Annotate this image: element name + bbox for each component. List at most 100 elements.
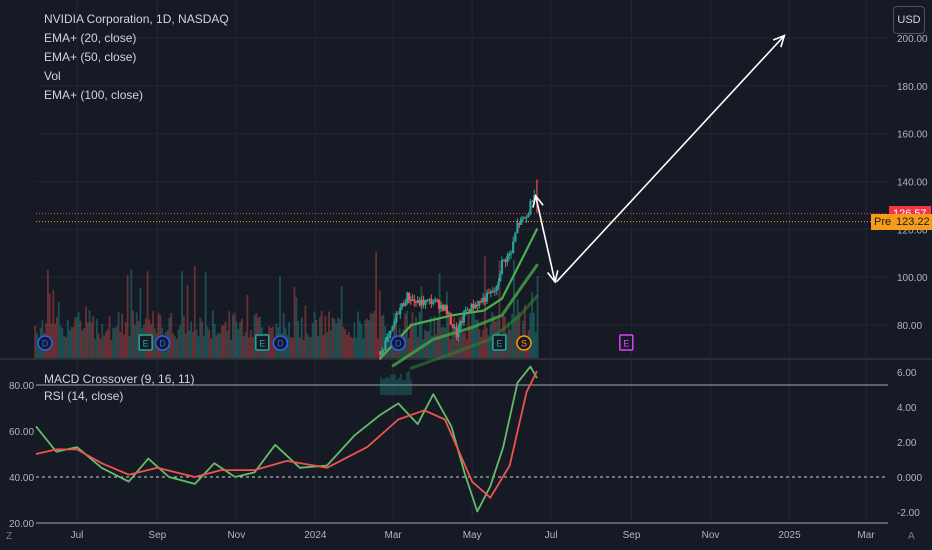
candle-body <box>391 326 394 331</box>
indicator-volume[interactable]: Vol <box>44 69 61 83</box>
macd-histogram-bar <box>384 378 386 395</box>
chart-title[interactable]: NVIDIA Corporation, 1D, NASDAQ <box>44 12 229 26</box>
volume-bar <box>114 327 116 358</box>
price-axis-tick: 200.00 <box>897 34 928 45</box>
candle-body <box>453 327 456 329</box>
volume-bar <box>445 291 448 358</box>
pre-market-label: Pre <box>871 213 895 230</box>
candle-body <box>407 292 411 300</box>
macd-histogram-bar <box>396 379 398 395</box>
volume-bar <box>208 329 211 358</box>
volume-bar <box>221 325 223 358</box>
volume-bar <box>193 266 196 358</box>
volume-bar <box>250 330 252 358</box>
volume-bar <box>248 337 251 358</box>
candle-body <box>508 253 511 256</box>
volume-bar <box>469 325 472 358</box>
volume-bar <box>85 306 87 358</box>
volume-bar <box>440 327 443 358</box>
volume-bar <box>333 318 336 358</box>
indicator-rsi[interactable]: RSI (14, close) <box>44 389 124 403</box>
volume-bar <box>112 327 115 358</box>
volume-bar <box>206 326 209 358</box>
time-axis-tick: Nov <box>227 530 245 541</box>
volume-bar <box>386 337 388 358</box>
volume-bar <box>184 333 187 358</box>
volume-bar <box>65 337 67 358</box>
volume-bar <box>317 336 319 358</box>
volume-bar <box>81 330 84 358</box>
volume-bar <box>244 332 247 358</box>
volume-bar <box>134 325 136 358</box>
candle-body <box>438 300 441 309</box>
currency-button[interactable]: USD <box>893 6 925 34</box>
volume-bar <box>79 320 82 358</box>
volume-bar <box>115 326 118 358</box>
volume-bar <box>387 335 390 358</box>
volume-bar <box>219 333 222 358</box>
candle-body <box>500 260 504 275</box>
volume-bar <box>340 286 343 358</box>
volume-bar <box>231 314 234 358</box>
volume-bar <box>473 312 475 358</box>
candle-body <box>525 216 528 219</box>
volume-bar <box>36 332 38 358</box>
volume-bar <box>346 335 349 358</box>
candle-body <box>459 321 462 328</box>
volume-bar <box>491 311 494 358</box>
candle-body <box>409 299 412 301</box>
volume-bar <box>300 317 303 358</box>
volume-bar <box>462 332 465 358</box>
volume-bar <box>382 314 385 358</box>
ema-line-2 <box>391 263 539 368</box>
volume-bar <box>130 269 133 358</box>
volume-bar <box>101 323 104 358</box>
indicator-ema-50[interactable]: EMA+ (50, close) <box>44 50 137 64</box>
volume-bar <box>77 312 80 358</box>
candle-body <box>476 304 479 307</box>
indicator-macd[interactable]: MACD Crossover (9, 16, 11) <box>44 372 195 386</box>
time-axis-tick: Jul <box>71 530 84 541</box>
volume-bar <box>366 318 368 358</box>
macd-axis-tick: 2.00 <box>897 438 917 449</box>
volume-bar <box>329 330 332 358</box>
candle-body <box>451 324 454 328</box>
volume-bar <box>320 310 323 358</box>
event-marker-label: D <box>395 339 402 349</box>
dividend-marker <box>154 335 171 351</box>
macd-histogram-bar <box>408 371 410 395</box>
time-axis-tick: Mar <box>385 530 403 541</box>
indicator-ema-20[interactable]: EMA+ (20, close) <box>44 31 137 45</box>
volume-bar <box>375 251 378 358</box>
indicator-ema-100[interactable]: EMA+ (100, close) <box>44 88 144 102</box>
candle-body <box>512 241 515 253</box>
volume-bar <box>355 337 358 358</box>
volume-bar <box>534 332 537 358</box>
volume-bar <box>97 333 100 358</box>
volume-bar <box>297 320 300 358</box>
auto-scale-toggle[interactable]: A <box>908 531 915 542</box>
volume-bar <box>507 321 510 358</box>
time-axis-tick: 2025 <box>778 530 801 541</box>
volume-bar <box>404 313 407 358</box>
volume-bar <box>237 328 240 358</box>
volume-bar <box>514 315 517 358</box>
candle-body <box>436 299 439 301</box>
volume-bar <box>533 312 535 358</box>
volume-bar <box>319 317 321 358</box>
timezone-toggle[interactable]: Z <box>6 531 13 542</box>
dividend-marker <box>272 335 289 351</box>
volume-bar <box>476 319 479 358</box>
volume-bar <box>302 339 305 358</box>
macd-histogram-bar <box>406 372 408 395</box>
candle-body <box>399 307 402 315</box>
volume-bar <box>230 339 232 358</box>
volume-bar <box>304 305 307 358</box>
macd-axis-tick: 0.000 <box>897 473 922 484</box>
candle-body <box>411 299 414 301</box>
volume-bar <box>239 322 242 358</box>
volume-bar <box>83 328 86 358</box>
candle-body <box>441 305 445 311</box>
split-marker <box>516 335 532 351</box>
